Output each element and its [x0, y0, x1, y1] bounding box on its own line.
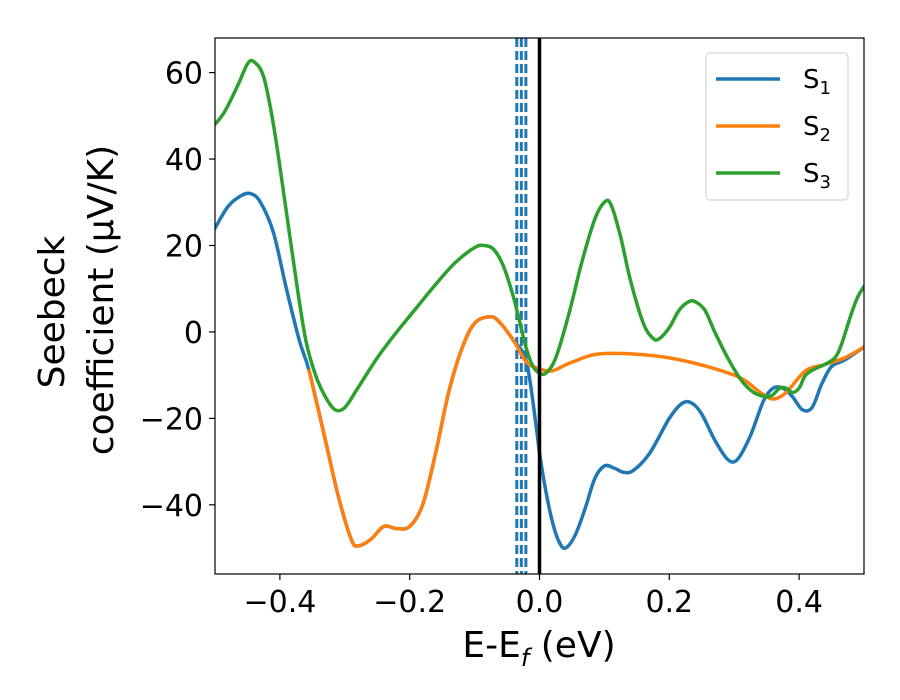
y-tick-label: 40 [165, 143, 203, 178]
x-axis-title-main: E-E [462, 625, 520, 666]
y-tick-label: −40 [140, 489, 203, 524]
legend-label-s1: S1 [803, 65, 831, 99]
x-tick-label: 0.4 [775, 585, 823, 620]
y-axis-title-line1: Seebeck [32, 235, 73, 388]
x-axis: −0.4 −0.2 0.0 0.2 0.4 [243, 574, 823, 620]
x-tick-label: 0.2 [645, 585, 693, 620]
markers-layer [515, 38, 528, 574]
y-tick-label: 60 [165, 57, 203, 92]
series-line-s3 [215, 58, 864, 413]
x-tick-label: −0.4 [243, 585, 316, 620]
y-tick-label: 20 [165, 229, 203, 264]
y-axis-title: Seebeck coefficient (μV/K) [32, 145, 122, 455]
series-layer [215, 58, 864, 550]
y-axis: −40 −20 0 20 40 60 [140, 57, 215, 524]
legend-label-s3: S3 [803, 159, 831, 193]
series-line-s2 [307, 315, 864, 548]
y-tick-label: −20 [140, 402, 203, 437]
x-axis-title-unit: (eV) [529, 625, 615, 666]
legend: S1 S2 S3 [705, 52, 849, 201]
y-tick-label: 0 [184, 316, 203, 351]
x-axis-title: E-Ef (eV) [462, 625, 615, 672]
legend-label-s2: S2 [803, 112, 831, 146]
x-tick-label: −0.2 [373, 585, 446, 620]
x-tick-label: 0.0 [516, 585, 564, 620]
y-axis-title-line2: coefficient (μV/K) [81, 145, 122, 455]
